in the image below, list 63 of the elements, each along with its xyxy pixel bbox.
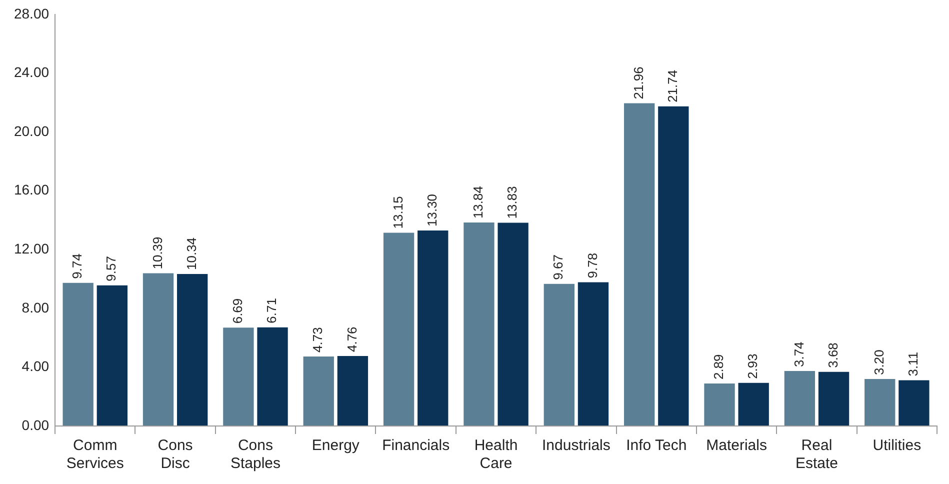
bar [624, 103, 655, 426]
data-label: 13.30 [424, 194, 440, 226]
bar [578, 282, 609, 426]
data-label: 9.74 [70, 254, 85, 279]
bar [544, 284, 574, 426]
bar [96, 285, 128, 426]
bar [864, 378, 896, 426]
data-label: 2.93 [745, 354, 760, 379]
bar [418, 230, 448, 426]
data-label: 4.76 [344, 326, 360, 352]
x-tick-label: Utilities [872, 437, 922, 454]
bar [704, 384, 735, 426]
data-label: 13.83 [504, 186, 520, 219]
y-tick-label: 16.00 [14, 182, 50, 198]
bar [784, 371, 816, 426]
data-label: 21.74 [664, 70, 680, 102]
data-label: 3.74 [791, 342, 806, 368]
x-tick-label: Comm Services [66, 437, 124, 472]
data-label: 10.39 [150, 236, 165, 270]
y-tick-label: 12.00 [14, 240, 50, 256]
x-tick-label: Info Tech [626, 437, 687, 454]
x-tick-label: Financials [382, 437, 450, 454]
x-tick-label: Health Care [474, 437, 518, 472]
x-tick-label: Cons Disc [158, 437, 193, 472]
data-label: 10.34 [184, 237, 199, 270]
x-tick-label: Industrials [542, 437, 610, 454]
bar [303, 356, 334, 426]
bar [142, 273, 174, 426]
data-label: 9.78 [584, 252, 600, 278]
x-tick-label: Energy [312, 437, 360, 454]
bar [383, 232, 414, 426]
bar [658, 106, 689, 426]
y-tick-label: 24.00 [14, 64, 50, 80]
bar [898, 380, 930, 426]
y-tick-label: 20.00 [14, 122, 50, 139]
x-tick-label: Cons Staples [230, 437, 281, 472]
data-label: 4.73 [310, 327, 326, 352]
y-tick-label: 4.00 [22, 358, 50, 374]
y-tick-label: 28.00 [14, 5, 50, 22]
data-label: 6.71 [264, 298, 280, 324]
data-label: 3.68 [825, 342, 840, 368]
data-label: 2.89 [711, 354, 726, 380]
bar [498, 222, 528, 426]
data-label: 3.11 [906, 352, 921, 376]
y-tick-label: 0.00 [22, 416, 50, 433]
data-label: 9.67 [550, 254, 566, 280]
bar [464, 222, 494, 426]
y-tick-label: 8.00 [22, 299, 50, 316]
bar [62, 282, 94, 426]
data-label: 9.57 [104, 256, 119, 282]
bar [257, 327, 288, 426]
data-label: 3.20 [871, 350, 886, 375]
bar [337, 356, 368, 426]
x-tick-label: Materials [706, 437, 767, 454]
bar [738, 382, 769, 426]
data-label: 6.69 [230, 298, 246, 324]
data-label: 13.15 [390, 196, 406, 229]
bar [223, 328, 254, 426]
bar [177, 274, 208, 426]
data-label: 13.84 [470, 186, 486, 219]
bar [818, 372, 850, 426]
data-label: 21.96 [630, 66, 646, 100]
x-tick-label: Real Estate [795, 437, 838, 472]
